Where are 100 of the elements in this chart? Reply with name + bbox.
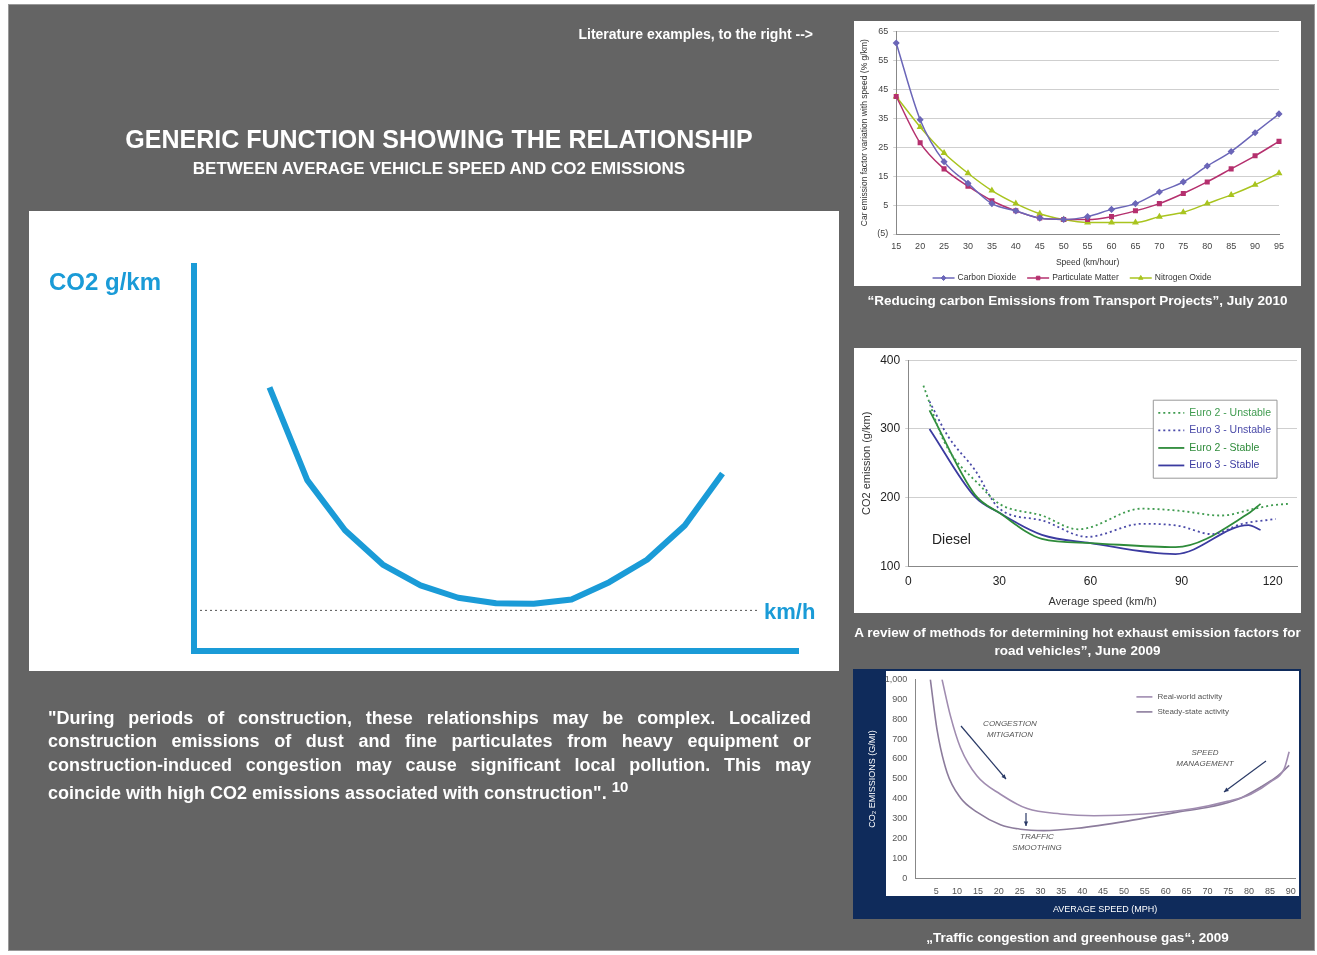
point bbox=[1203, 162, 1211, 170]
x-tick-label: 40 bbox=[1077, 886, 1088, 897]
x-axis-title: Average speed (km/h) bbox=[1048, 595, 1157, 608]
y-tick-label: 35 bbox=[878, 112, 889, 123]
chart-title: GENERIC FUNCTION SHOWING THE RELATIONSHIP bbox=[124, 124, 754, 155]
legend-label: Nitrogen Oxide bbox=[1154, 272, 1212, 283]
x-axis-title: km/h bbox=[764, 599, 816, 625]
point bbox=[917, 140, 923, 146]
x-tick-label: 85 bbox=[1226, 240, 1237, 251]
point bbox=[941, 166, 947, 172]
x-tick-label: 20 bbox=[915, 240, 926, 251]
y-axis-title: CO₂ EMISSIONS (G/MI) bbox=[866, 730, 877, 828]
x-tick-label: 70 bbox=[1154, 240, 1165, 251]
y-tick-label: 65 bbox=[878, 25, 889, 36]
x-tick-label: 50 bbox=[1058, 240, 1069, 251]
y-axis-title: Car emission factor variation with speed (% g/km) bbox=[859, 39, 870, 227]
y-tick-label: 900 bbox=[892, 693, 908, 704]
point bbox=[1036, 210, 1043, 216]
x-tick-label: 75 bbox=[1178, 240, 1189, 251]
point bbox=[1012, 200, 1019, 206]
y-tick-label: 100 bbox=[892, 852, 908, 863]
annotation: CONGESTION MITIGATION bbox=[983, 719, 1038, 740]
x-tick-label: 10 bbox=[952, 886, 963, 897]
point bbox=[1276, 169, 1282, 176]
legend-label: Euro 3 - Unstable bbox=[1189, 423, 1272, 436]
x-axis-title: Speed (km/hour) bbox=[1055, 257, 1120, 268]
point bbox=[917, 123, 924, 129]
x-tick-label: 80 bbox=[1202, 240, 1213, 251]
point bbox=[1252, 153, 1258, 159]
x-tick-label: 120 bbox=[1262, 573, 1284, 588]
point bbox=[965, 169, 971, 176]
legend-label: Steady-state activity bbox=[1157, 707, 1230, 717]
x-tick-label: 20 bbox=[993, 886, 1004, 897]
legend-label: Euro 2 - Stable bbox=[1189, 440, 1260, 453]
point bbox=[1228, 191, 1235, 197]
annotation: Diesel bbox=[932, 530, 971, 547]
x-tick-label: 30 bbox=[992, 573, 1007, 588]
x-tick-label: 80 bbox=[1244, 886, 1255, 897]
x-tick-label: 40 bbox=[1010, 240, 1021, 251]
text: "During periods of construction, these relationships may be complex. Localized construction emissions of dust and fine particulates from heavy equipment or construction-induced congestion may cause significant local pollution. This may coincide with high CO2 emissions associated with construction". $^{10}$ bbox=[48, 707, 811, 806]
text: Literature examples, to the right --> bbox=[577, 25, 813, 44]
x-tick-label: 60 bbox=[1083, 573, 1098, 588]
point bbox=[988, 187, 995, 193]
point bbox=[1252, 181, 1258, 187]
point bbox=[1180, 190, 1186, 196]
x-tick-label: 15 bbox=[972, 886, 983, 897]
text: „Traffic congestion and greenhouse gas“, 2009 bbox=[925, 929, 1230, 947]
point bbox=[1156, 213, 1163, 219]
x-tick-label: 25 bbox=[939, 240, 950, 251]
x-tick-label: 55 bbox=[1139, 886, 1150, 897]
y-tick-label: 400 bbox=[892, 793, 908, 804]
x-tick-label: 90 bbox=[1250, 240, 1261, 251]
x-tick-label: 35 bbox=[1056, 886, 1067, 897]
x-tick-label: 30 bbox=[1035, 886, 1046, 897]
legend-label: Euro 3 - Stable bbox=[1189, 458, 1260, 471]
text: “Reducing carbon Emissions from Transport Projects”, July 2010 bbox=[866, 292, 1289, 310]
point bbox=[940, 158, 948, 165]
point bbox=[1084, 213, 1091, 220]
y-tick-label: 800 bbox=[892, 713, 908, 724]
x-tick-label: 65 bbox=[1181, 886, 1192, 897]
legend-label: Euro 2 - Unstable bbox=[1189, 405, 1272, 418]
point bbox=[892, 39, 900, 47]
point bbox=[1109, 214, 1115, 220]
point bbox=[1251, 129, 1259, 136]
y-tick-label: 15 bbox=[878, 170, 889, 181]
point bbox=[1227, 148, 1235, 155]
y-tick-label: 700 bbox=[892, 733, 908, 744]
chart-subtitle: BETWEEN AVERAGE VEHICLE SPEED AND CO2 EMISSIONS bbox=[191, 158, 687, 180]
point bbox=[1180, 178, 1187, 186]
y-tick-label: 55 bbox=[878, 54, 889, 65]
x-tick-label: 60 bbox=[1106, 240, 1117, 251]
point bbox=[1180, 209, 1187, 215]
annotation: TRAFFIC SMOOTHING bbox=[1012, 832, 1062, 853]
y-tick-label: 0 bbox=[902, 872, 908, 883]
y-tick-label: 300 bbox=[880, 421, 901, 436]
legend-label: Real-world activity bbox=[1157, 692, 1223, 702]
x-tick-label: 85 bbox=[1264, 886, 1275, 897]
y-axis-title: CO2 emission (g/km) bbox=[859, 411, 872, 515]
point bbox=[916, 116, 924, 123]
point bbox=[1132, 219, 1139, 225]
y-tick-label: 100 bbox=[880, 558, 901, 573]
point bbox=[1132, 208, 1138, 214]
point bbox=[941, 149, 947, 155]
point bbox=[1108, 206, 1115, 213]
point bbox=[1108, 219, 1115, 225]
x-tick-label: 55 bbox=[1082, 240, 1093, 251]
x-tick-label: 90 bbox=[1174, 573, 1189, 588]
y-axis-title: CO2 g/km bbox=[49, 267, 162, 295]
x-tick-label: 35 bbox=[986, 240, 997, 251]
point bbox=[1204, 179, 1210, 185]
point bbox=[1132, 200, 1139, 207]
x-tick-label: 30 bbox=[962, 240, 973, 251]
x-tick-label: 95 bbox=[1273, 240, 1285, 251]
y-tick-label: 300 bbox=[892, 813, 908, 824]
y-tick-label: (5) bbox=[877, 228, 889, 239]
point bbox=[1228, 166, 1234, 172]
x-tick-label: 50 bbox=[1118, 886, 1129, 897]
x-tick-label: 25 bbox=[1014, 886, 1025, 897]
x-axis-title: AVERAGE SPEED (MPH) bbox=[1052, 904, 1158, 915]
y-tick-label: 5 bbox=[883, 199, 889, 210]
